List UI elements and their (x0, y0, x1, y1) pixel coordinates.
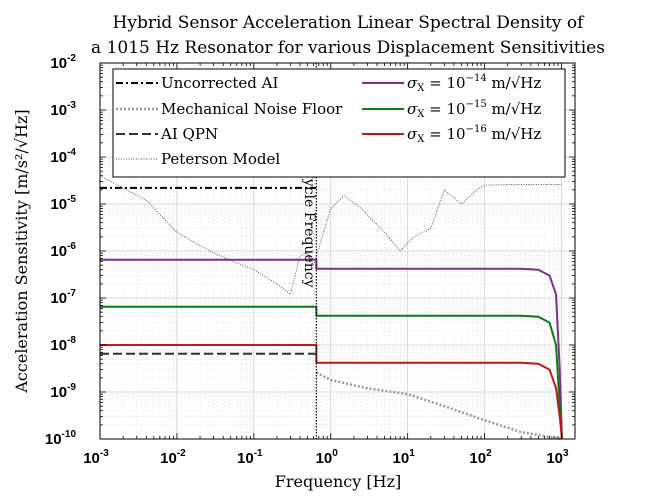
legend-entry-label: σX = 10−14 m/√Hz (407, 73, 541, 94)
annotation-ai-cycle-frequency: AI Cycle Frequency (301, 147, 317, 288)
x-tick-label: 103 (546, 448, 569, 467)
legend-entry-label: Mechanical Noise Floor (161, 100, 343, 118)
series-line-4 (100, 258, 563, 440)
y-tick-label: 10-5 (50, 194, 76, 213)
y-tick-labels: 10-10 10-9 10-8 10-7 10-6 10-5 10-4 10-3 10-2 (45, 53, 77, 448)
legend-entry-label: σX = 10−15 m/√Hz (407, 99, 541, 120)
series-line-1 (315, 371, 562, 441)
plot-lines (99, 63, 563, 441)
legend-entry-label: Peterson Model (161, 150, 280, 168)
y-tick-label: 10-7 (50, 288, 76, 307)
chart-title-line2: a 1015 Hz Resonator for various Displace… (91, 38, 605, 58)
y-tick-label: 10-9 (50, 382, 76, 401)
x-axis-label: Frequency [Hz] (275, 472, 402, 491)
series-line-6 (100, 344, 563, 440)
legend-entry-label: Uncorrected AI (161, 74, 278, 92)
legend-entry-label: AI QPN (160, 125, 218, 143)
y-tick-label: 10-10 (45, 429, 77, 448)
y-tick-label: 10-3 (50, 100, 76, 119)
y-axis-label: Acceleration Sensitivity [m/s²/√Hz] (12, 109, 31, 393)
y-tick-label: 10-8 (50, 335, 76, 354)
x-tick-label: 100 (316, 448, 339, 467)
y-tick-label: 10-6 (50, 241, 76, 260)
y-tick-label: 10-4 (50, 147, 76, 166)
y-tick-label: 10-2 (50, 53, 76, 72)
axis-ticks (99, 62, 575, 440)
series-line-3 (99, 175, 562, 295)
x-tick-label: 101 (393, 448, 416, 467)
x-tick-labels: 10-3 10-2 10-1 100 101 102 103 (83, 448, 569, 467)
legend-box (112, 68, 566, 178)
x-tick-label: 10-3 (83, 448, 109, 467)
chart-title-line1: Hybrid Sensor Acceleration Linear Spectr… (113, 13, 586, 33)
x-tick-label: 102 (469, 448, 492, 467)
x-tick-label: 10-2 (160, 448, 186, 467)
legend-entry-label: σX = 10−16 m/√Hz (407, 124, 541, 145)
x-tick-label: 10-1 (237, 448, 263, 467)
grid (99, 62, 575, 440)
legend: Uncorrected AI Mechanical Noise Floor AI Q… (112, 68, 566, 178)
